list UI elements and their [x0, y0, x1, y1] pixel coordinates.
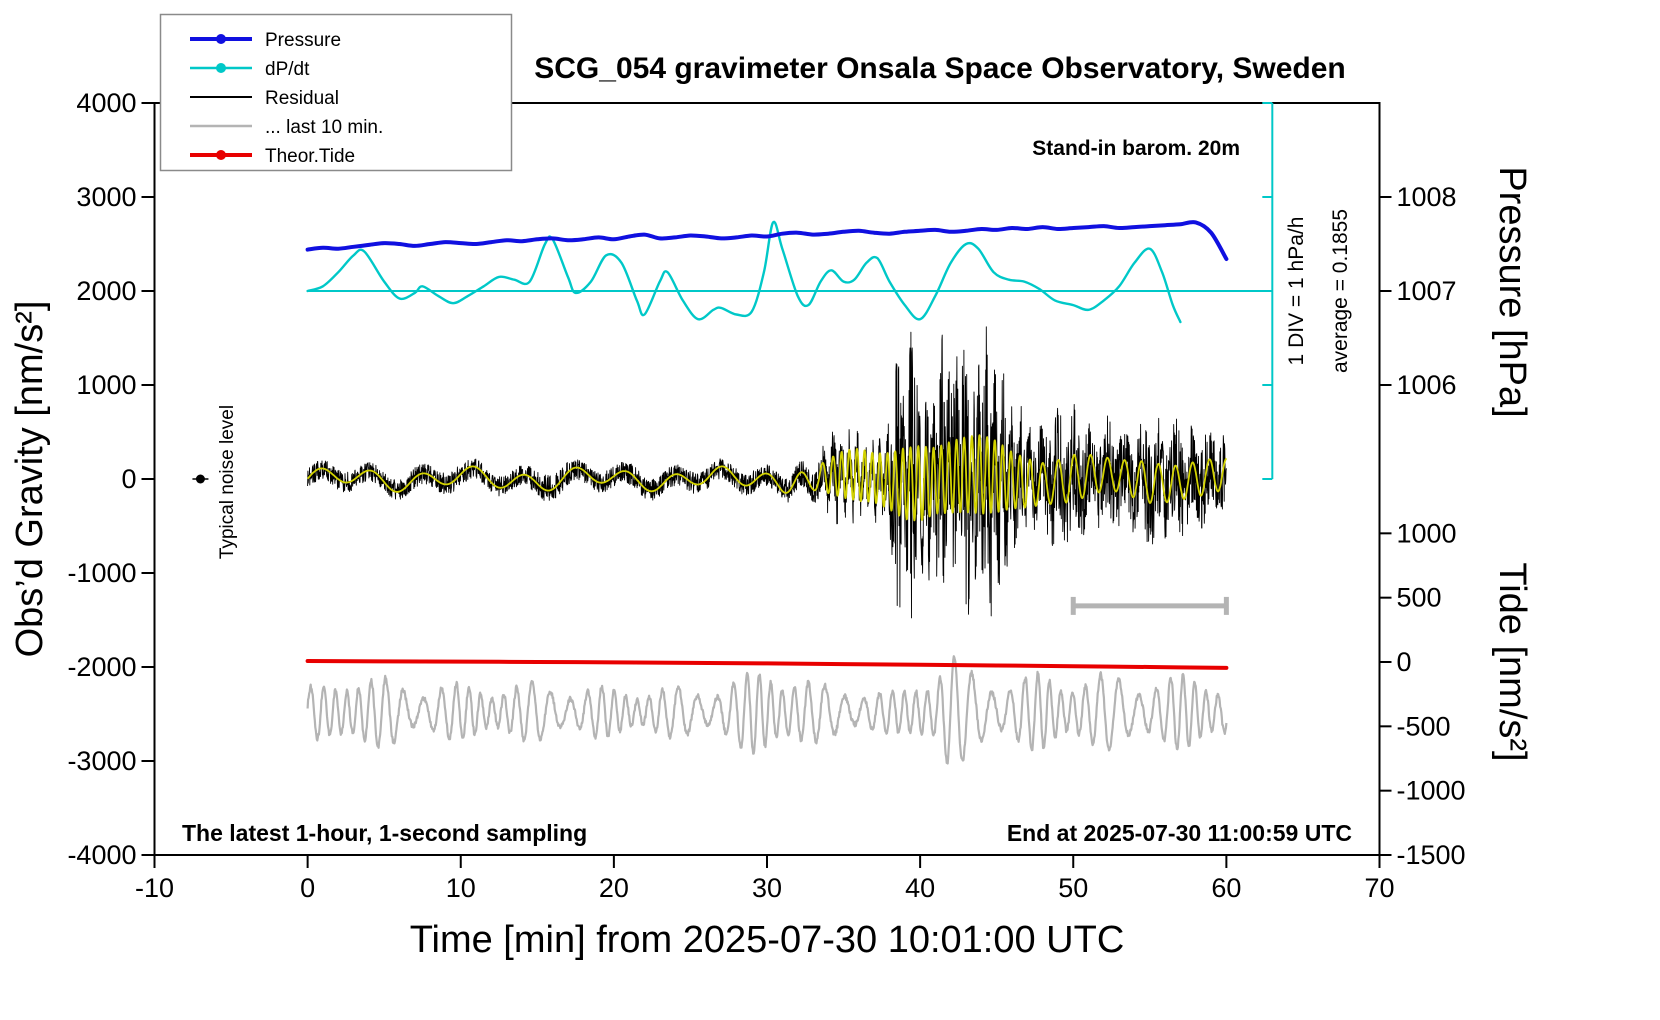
filtered-series-line [306, 434, 1228, 522]
pressure-marker-icon [216, 34, 226, 44]
average-note: average = 0.1855 [1329, 209, 1352, 373]
legend-label-residual: Residual [265, 88, 339, 109]
time-tick-label: 50 [1058, 873, 1088, 903]
pressure-tick-label: 1006 [1397, 370, 1457, 400]
tide-tick-label: -500 [1397, 711, 1451, 741]
plot-series [305, 102, 1274, 765]
gravity-tick-label: 2000 [76, 276, 136, 306]
gravity-axis-label: Obs’d Gravity [nm/s²] [9, 301, 51, 658]
time-tick-label: 70 [1364, 873, 1394, 903]
legend-label-pressure: Pressure [265, 30, 341, 51]
time-tick-label: 40 [905, 873, 935, 903]
legend-item-dpdt: dP/dt [190, 59, 310, 80]
x-axis-label: Time [min] from 2025-07-30 10:01:00 UTC [410, 919, 1125, 961]
residual-series-line [307, 326, 1227, 619]
noise-level-note: Typical noise level [217, 405, 238, 559]
gravity-tick-label: -3000 [67, 746, 136, 776]
chart-title: SCG_054 gravimeter Onsala Space Observat… [534, 52, 1346, 85]
pressure-series-line [305, 220, 1229, 261]
gravity-tick-label: 1000 [76, 370, 136, 400]
gravity-tick-label: 4000 [76, 88, 136, 118]
legend-item-pressure: Pressure [190, 30, 341, 51]
tide-axis-label: Tide [nm/s²] [1491, 562, 1533, 761]
tide-tick-label: -1500 [1397, 840, 1466, 870]
time-tick-label: 30 [752, 873, 782, 903]
gravity-tick-label: 3000 [76, 182, 136, 212]
legend-label-theor-tide: Theor.Tide [265, 146, 355, 167]
legend-label-dpdt: dP/dt [265, 59, 310, 80]
tide-tick-label: 500 [1397, 583, 1442, 613]
pressure-tick-label: 1008 [1397, 182, 1457, 212]
tide-tick-label: 0 [1397, 647, 1412, 677]
legend-item-residual: Residual [190, 88, 339, 109]
pressure-tick-label: 1007 [1397, 276, 1457, 306]
gravity-tick-label: -4000 [67, 840, 136, 870]
end-time-note: End at 2025-07-30 11:00:59 UTC [1007, 820, 1352, 846]
time-tick-label: 10 [446, 873, 476, 903]
time-tick-label: 60 [1211, 873, 1241, 903]
plot-axes: -4000-3000-2000-100001000200030004000-10… [67, 88, 1465, 903]
legend-item-theor-tide: Theor.Tide [190, 146, 355, 167]
legend-item-last10: ... last 10 min. [190, 117, 383, 138]
gravity-tick-label: -2000 [67, 652, 136, 682]
noise-level-dot [195, 474, 205, 484]
div-scale-note: 1 DIV = 1 hPa/h [1285, 217, 1308, 366]
tide-tick-label: 1000 [1397, 518, 1457, 548]
time-tick-label: -10 [135, 873, 174, 903]
legend-label-last10: ... last 10 min. [265, 117, 383, 138]
tide-tick-label: -1000 [1397, 776, 1466, 806]
tide-series-line [305, 659, 1229, 670]
tide-marker-icon [216, 150, 226, 160]
last10-series-line [306, 655, 1228, 765]
gravity-tick-label: -1000 [67, 558, 136, 588]
time-tick-label: 0 [300, 873, 315, 903]
dpdt-marker-icon [216, 63, 226, 73]
barometer-note: Stand-in barom. 20m [1032, 137, 1240, 160]
time-tick-label: 20 [599, 873, 629, 903]
legend: Pressure dP/dt Residual ... last 10 min.… [159, 13, 513, 172]
plot-extra-marks [192, 474, 1229, 615]
pressure-axis-label: Pressure [hPa] [1491, 166, 1533, 417]
gravity-tick-label: 0 [121, 464, 136, 494]
dpdt-series-line [306, 220, 1182, 324]
sampling-note: The latest 1-hour, 1-second sampling [182, 820, 587, 846]
